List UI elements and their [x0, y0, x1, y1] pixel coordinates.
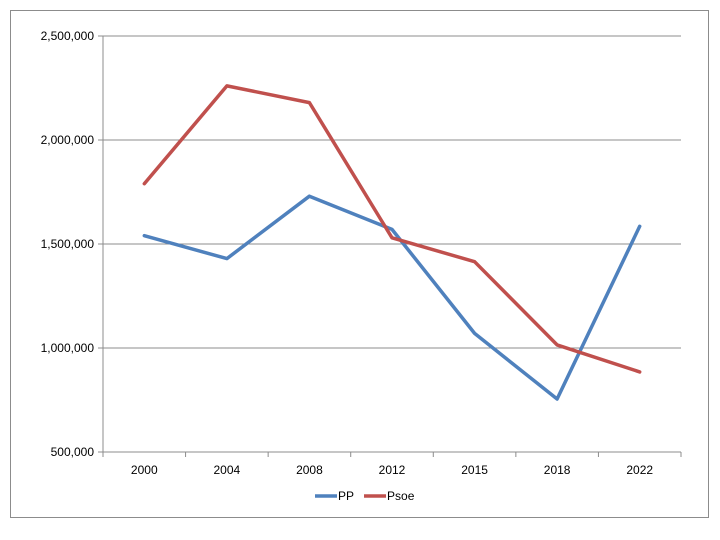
axes [98, 35, 682, 457]
x-tick-label: 2015 [461, 463, 488, 477]
x-axis-tick-labels: 2000 2004 2008 2012 2015 2018 2022 [131, 463, 653, 477]
series-lines [142, 84, 642, 401]
x-tick-label: 2022 [626, 463, 653, 477]
x-tick-label: 2000 [131, 463, 158, 477]
chart-frame [10, 10, 709, 518]
y-axis-tick-labels: 500,000 1,000,000 1,500,000 2,000,000 2,500,… [41, 29, 95, 459]
y-tick-label: 1,500,000 [41, 237, 95, 251]
y-tick-label: 500,000 [51, 445, 95, 459]
legend-label-pp: PP [338, 489, 354, 503]
x-tick-label: 2012 [379, 463, 406, 477]
gridlines [103, 35, 681, 349]
y-tick-label: 2,000,000 [41, 133, 95, 147]
x-tick-label: 2004 [214, 463, 241, 477]
series-line-pp [142, 194, 642, 401]
legend-label-psoe: Psoe [387, 489, 415, 503]
x-tick-label: 2018 [544, 463, 571, 477]
series-line-psoe [142, 84, 642, 374]
y-tick-label: 2,500,000 [41, 29, 95, 43]
legend: PP Psoe [315, 489, 415, 503]
y-tick-label: 1,000,000 [41, 341, 95, 355]
x-tick-label: 2008 [296, 463, 323, 477]
